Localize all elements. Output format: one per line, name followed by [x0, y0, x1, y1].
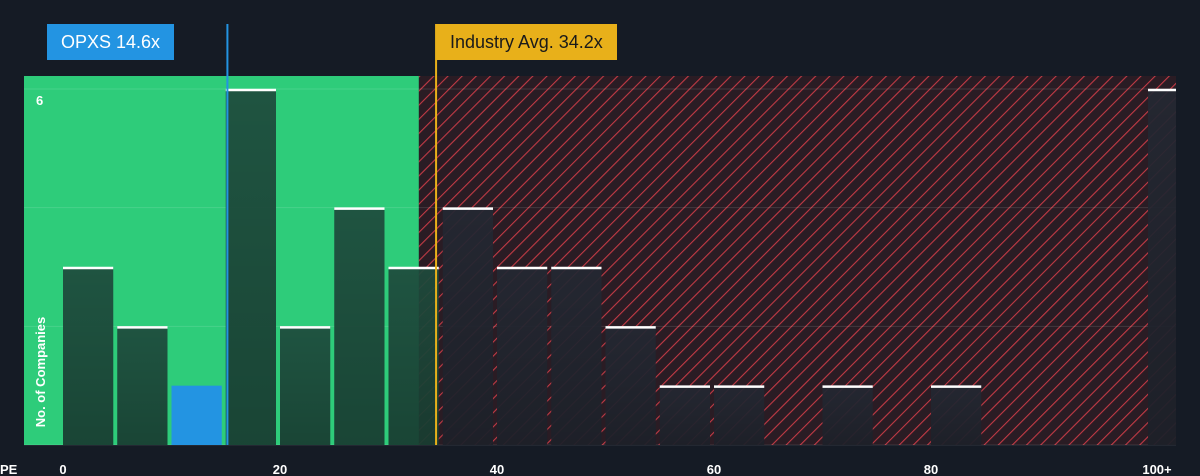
bar-shade — [280, 326, 331, 445]
bar-shade — [63, 267, 114, 445]
bar-shade — [605, 326, 656, 445]
y-axis-label: No. of Companies — [33, 317, 48, 428]
x-tick-label: 40 — [490, 462, 504, 476]
bar-shade — [117, 326, 168, 445]
bar-shade — [1148, 89, 1176, 445]
x-tick-label: 0 — [59, 462, 66, 476]
bars-group — [63, 88, 1176, 445]
bar-shade — [388, 267, 439, 445]
x-tick-label: 100+ — [1142, 462, 1172, 476]
bar-shade — [659, 385, 710, 445]
bar-shade — [334, 207, 385, 445]
x-tick-labels: 0 20 40 60 80 100+ — [59, 462, 1172, 476]
bar-shade — [551, 267, 602, 445]
bar-shade — [442, 207, 493, 445]
y-tick-label: 6 — [36, 93, 43, 108]
x-tick-label: 80 — [924, 462, 938, 476]
company-pe-callout: OPXS 14.6x — [47, 24, 175, 60]
x-tick-label: 60 — [707, 462, 721, 476]
bar-shade — [822, 385, 873, 445]
bar-shade — [931, 385, 982, 445]
bar-shade — [714, 385, 765, 445]
bar-shade — [225, 89, 276, 445]
histogram-bar — [171, 385, 222, 445]
x-tick-label: 20 — [273, 462, 287, 476]
bar-shade — [497, 267, 548, 445]
x-axis-label: PE — [0, 462, 18, 476]
industry-avg-callout: Industry Avg. 34.2x — [436, 24, 617, 60]
